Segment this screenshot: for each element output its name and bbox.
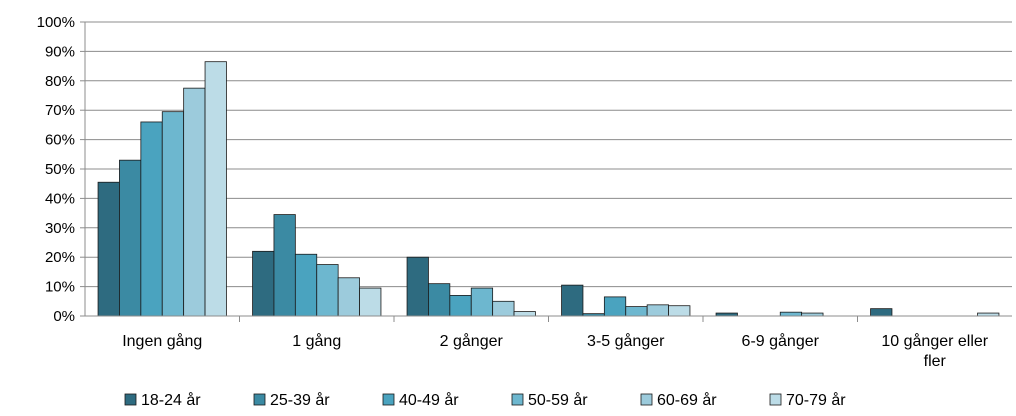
bar xyxy=(492,300,515,317)
legend-swatch xyxy=(511,393,524,406)
y-tick-label: 70% xyxy=(45,102,75,119)
bar xyxy=(625,306,648,317)
bar xyxy=(406,256,429,317)
y-tick-label: 60% xyxy=(45,132,75,149)
legend-label: 40-49 år xyxy=(399,391,459,409)
legend-swatch xyxy=(769,393,782,406)
bar xyxy=(470,287,494,317)
bar xyxy=(359,287,382,317)
gridlines xyxy=(85,21,1012,288)
x-category-label: fler xyxy=(924,353,947,370)
bar xyxy=(779,311,803,317)
y-tick-label: 30% xyxy=(45,220,75,237)
bar xyxy=(449,295,472,317)
x-category-label: 3-5 gånger xyxy=(587,332,665,350)
bar xyxy=(97,181,120,317)
bar xyxy=(273,214,296,317)
bar xyxy=(513,311,536,317)
x-category-label: 6-9 gånger xyxy=(742,332,820,350)
bar xyxy=(561,284,584,317)
legend: 18-24 år 25-39 år 40-49 år 50-59 år 60-69 år… xyxy=(124,391,846,409)
legend-swatch xyxy=(124,393,137,406)
y-axis-ticks: 0% 10% 20% 30% 40% 50% 60% 70% 80% 90% 100% xyxy=(37,14,75,325)
y-tick-label: 80% xyxy=(45,73,75,90)
x-category-label: 10 gånger eller xyxy=(881,332,988,350)
legend-swatch xyxy=(640,393,653,406)
legend-label: 18-24 år xyxy=(141,391,201,409)
bar xyxy=(646,304,669,317)
bar xyxy=(119,159,142,317)
y-tick-label: 100% xyxy=(37,14,75,31)
x-category-label: 2 gånger xyxy=(440,332,504,350)
legend-label: 25-39 år xyxy=(270,391,330,409)
legend-label: 50-59 år xyxy=(528,391,588,409)
y-tick-label: 90% xyxy=(45,43,75,60)
y-tick-label: 10% xyxy=(45,279,75,296)
y-tick-label: 20% xyxy=(45,249,75,266)
bar xyxy=(252,250,275,317)
bar xyxy=(870,308,893,317)
x-axis-categories: Ingen gång 1 gång 2 gånger 3-5 gånger 6-9 gå… xyxy=(122,332,989,370)
bar xyxy=(316,264,339,317)
legend-swatch xyxy=(253,393,266,406)
axes xyxy=(80,21,1012,322)
bars xyxy=(97,61,1000,317)
y-tick-label: 50% xyxy=(45,161,75,178)
bar xyxy=(140,121,163,317)
legend-label: 60-69 år xyxy=(657,391,717,409)
legend-label: 70-79 år xyxy=(786,391,846,409)
bar xyxy=(294,253,318,317)
legend-swatch xyxy=(382,393,395,406)
x-category-label: Ingen gång xyxy=(122,332,202,350)
bar xyxy=(204,61,227,317)
bar xyxy=(161,111,185,317)
y-tick-label: 40% xyxy=(45,190,75,207)
bar xyxy=(337,277,360,317)
x-category-label: 1 gång xyxy=(292,332,341,350)
bar xyxy=(603,296,627,317)
bar xyxy=(428,283,451,317)
bar xyxy=(668,305,691,317)
bar xyxy=(183,87,206,317)
y-tick-label: 0% xyxy=(53,308,75,325)
